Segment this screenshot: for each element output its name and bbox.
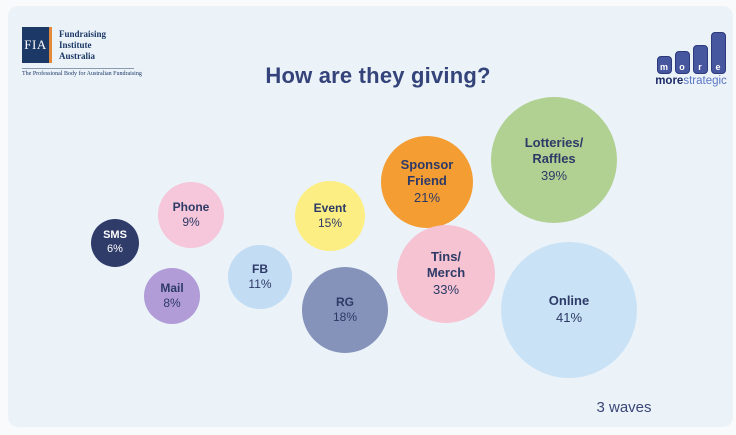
bubble-rg: RG 18% <box>302 267 388 353</box>
bubble-label: Sponsor Friend <box>400 157 454 189</box>
bubble-value: 11% <box>248 277 272 292</box>
bubble-phone: Phone 9% <box>158 182 224 248</box>
bubble-value: 21% <box>413 190 441 206</box>
bubble-label: Mail <box>160 280 184 295</box>
fia-logo-divider <box>22 68 134 69</box>
fia-logo-mark: FIA <box>22 27 52 63</box>
bubble-value: 18% <box>332 310 358 325</box>
bubble-fb: FB 11% <box>228 245 292 309</box>
more-logo-wordmark-light: strategic <box>683 75 727 87</box>
bubble-label: Lotteries/ Raffles <box>524 135 584 167</box>
fia-logo-top: FIA Fundraising Institute Australia <box>22 27 142 63</box>
bubble-online: Online 41% <box>501 242 637 378</box>
more-logo-bar-e: e <box>710 32 726 74</box>
more-logo-wordmark: morestrategic <box>655 75 727 87</box>
bubble-label: Phone <box>172 199 210 214</box>
fia-name-line: Fundraising <box>59 28 107 39</box>
page-title: How are they giving? <box>265 63 491 88</box>
more-logo-bar-o: o <box>674 51 690 74</box>
fia-logo: FIA Fundraising Institute Australia The … <box>22 27 142 77</box>
waves-note: 3 waves <box>596 399 652 416</box>
fia-logo-name: Fundraising Institute Australia <box>59 27 106 63</box>
bubble-event: Event 15% <box>295 181 365 251</box>
bubble-value: 8% <box>163 296 181 311</box>
bubble-value: 39% <box>540 168 568 184</box>
bubble-label: FB <box>252 261 268 276</box>
bubble-value: 33% <box>432 282 460 298</box>
bubble-label: Tins/ Merch <box>426 249 466 281</box>
more-logo-bar-r: r <box>692 45 708 74</box>
fia-name-line: Australia <box>59 50 95 61</box>
bubble-value: 6% <box>107 243 123 256</box>
bubble-tins-merch: Tins/ Merch 33% <box>397 225 495 323</box>
fia-logo-tagline: The Professional Body for Australian Fun… <box>22 71 142 77</box>
bubble-value: 41% <box>555 310 583 326</box>
more-logo-wordmark-bold: more <box>655 75 684 87</box>
bubble-label: Online <box>548 293 590 309</box>
bubble-sponsor-friend: Sponsor Friend 21% <box>381 136 473 228</box>
bubble-value: 9% <box>182 215 200 230</box>
more-logo-bar-m: m <box>656 56 672 74</box>
bubble-label: SMS <box>103 228 127 241</box>
bubble-mail: Mail 8% <box>144 268 200 324</box>
fia-name-line: Institute <box>59 39 92 50</box>
bubble-lotteries-raffles: Lotteries/ Raffles 39% <box>491 97 617 223</box>
bubble-label: Event <box>313 200 347 215</box>
bubble-sms: SMS 6% <box>91 219 139 267</box>
bubble-label: RG <box>336 294 354 309</box>
bubble-value: 15% <box>317 216 343 231</box>
